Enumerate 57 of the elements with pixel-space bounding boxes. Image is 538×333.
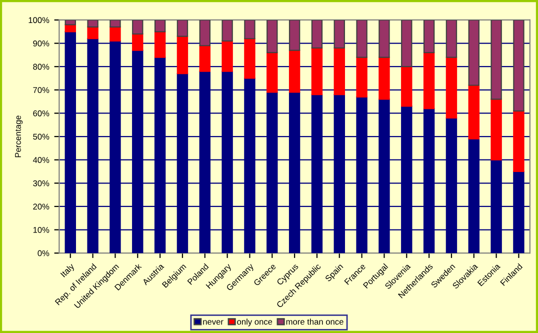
bar bbox=[154, 20, 166, 32]
legend-label: never bbox=[203, 320, 224, 325]
bar bbox=[311, 47, 323, 96]
bar bbox=[468, 84, 480, 140]
bar bbox=[199, 45, 210, 72]
bar bbox=[334, 47, 345, 96]
y-tick-label: 0% bbox=[38, 250, 50, 256]
y-tick-label: 50% bbox=[33, 134, 50, 140]
bar bbox=[176, 20, 188, 37]
y-tick-label: 60% bbox=[33, 110, 50, 116]
bar bbox=[244, 20, 256, 40]
bar bbox=[334, 20, 345, 49]
bar bbox=[132, 33, 144, 51]
y-tick-label: 70% bbox=[33, 87, 50, 94]
y-tick-label: 40% bbox=[32, 157, 50, 163]
bar bbox=[266, 20, 278, 54]
y-tick-label: 20% bbox=[33, 204, 50, 210]
bar bbox=[356, 56, 368, 98]
bar bbox=[222, 40, 233, 72]
bar bbox=[110, 20, 121, 28]
bar bbox=[244, 38, 256, 79]
bar bbox=[513, 110, 524, 172]
y-tick-label: 30% bbox=[33, 180, 50, 186]
bar bbox=[490, 98, 502, 160]
bar bbox=[423, 52, 435, 110]
bar bbox=[446, 56, 458, 118]
bar bbox=[468, 20, 480, 86]
bar bbox=[222, 20, 233, 42]
legend-label: only once bbox=[237, 318, 272, 326]
legend-label: more than once bbox=[286, 318, 344, 325]
bar bbox=[87, 26, 98, 40]
bar bbox=[288, 20, 300, 51]
x-tick-label: Italy bbox=[60, 262, 76, 279]
bar bbox=[132, 20, 144, 35]
bar bbox=[446, 20, 458, 58]
bar bbox=[87, 20, 98, 28]
bar bbox=[513, 20, 524, 112]
bar bbox=[490, 20, 502, 100]
bar bbox=[311, 20, 323, 49]
bar bbox=[288, 50, 300, 93]
bar bbox=[199, 20, 210, 46]
y-tick-label: 100% bbox=[28, 17, 50, 24]
bar bbox=[154, 31, 166, 58]
bar bbox=[176, 36, 188, 74]
bar bbox=[266, 52, 278, 93]
bar bbox=[110, 26, 121, 42]
y-axis-title: Percentage bbox=[15, 116, 23, 158]
bar bbox=[64, 20, 76, 26]
bar bbox=[356, 20, 368, 58]
bar bbox=[423, 20, 435, 54]
bar bbox=[401, 66, 412, 107]
y-tick-label: 90% bbox=[33, 40, 50, 46]
bar bbox=[378, 20, 390, 58]
bar bbox=[401, 20, 412, 68]
y-tick-label: 10% bbox=[33, 226, 50, 233]
bar bbox=[378, 56, 390, 100]
y-tick-label: 80% bbox=[33, 64, 50, 70]
